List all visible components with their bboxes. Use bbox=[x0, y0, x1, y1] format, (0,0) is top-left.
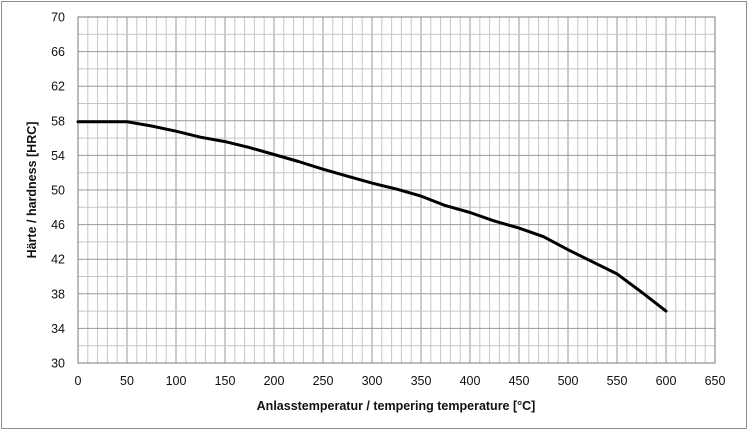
y-tick-label: 46 bbox=[51, 218, 65, 232]
series-group bbox=[76, 120, 668, 313]
x-tick-label: 100 bbox=[166, 374, 187, 388]
y-tick-label: 70 bbox=[51, 11, 65, 25]
x-tick-label: 500 bbox=[558, 374, 579, 388]
x-tick-label: 0 bbox=[75, 374, 82, 388]
x-tick-label: 650 bbox=[705, 374, 726, 388]
x-tick-label: 200 bbox=[264, 374, 285, 388]
y-tick-label: 54 bbox=[51, 149, 65, 163]
x-tick-label: 600 bbox=[656, 374, 677, 388]
y-tick-label: 50 bbox=[51, 184, 65, 198]
y-tick-label: 66 bbox=[51, 45, 65, 59]
x-tick-label: 450 bbox=[509, 374, 530, 388]
x-tick-label: 250 bbox=[313, 374, 334, 388]
plot-border bbox=[77, 16, 716, 364]
x-tick-label: 400 bbox=[460, 374, 481, 388]
y-tick-label: 34 bbox=[51, 322, 65, 336]
y-tick-label: 62 bbox=[51, 80, 65, 94]
x-axis-title: Anlasstemperatur / tempering temperature… bbox=[257, 399, 536, 413]
x-tick-label: 150 bbox=[215, 374, 236, 388]
x-tick-label: 550 bbox=[607, 374, 628, 388]
y-axis-tick-labels: 30 34 38 42 46 50 54 58 62 66 70 bbox=[51, 11, 65, 371]
x-tick-label: 300 bbox=[362, 374, 383, 388]
y-tick-label: 58 bbox=[51, 114, 65, 128]
y-tick-label: 30 bbox=[51, 357, 65, 371]
y-tick-label: 42 bbox=[51, 253, 65, 267]
x-axis-tick-labels: 0 50 100 150 200 250 300 350 400 450 500 550 600 650 bbox=[75, 374, 726, 388]
y-tick-label: 38 bbox=[51, 287, 65, 301]
plot-area-border bbox=[77, 16, 716, 364]
x-tick-label: 50 bbox=[120, 374, 134, 388]
x-tick-label: 350 bbox=[411, 374, 432, 388]
y-axis-title: Härte / hardness [HRC] bbox=[25, 122, 39, 259]
series-line-hardness bbox=[76, 120, 668, 313]
